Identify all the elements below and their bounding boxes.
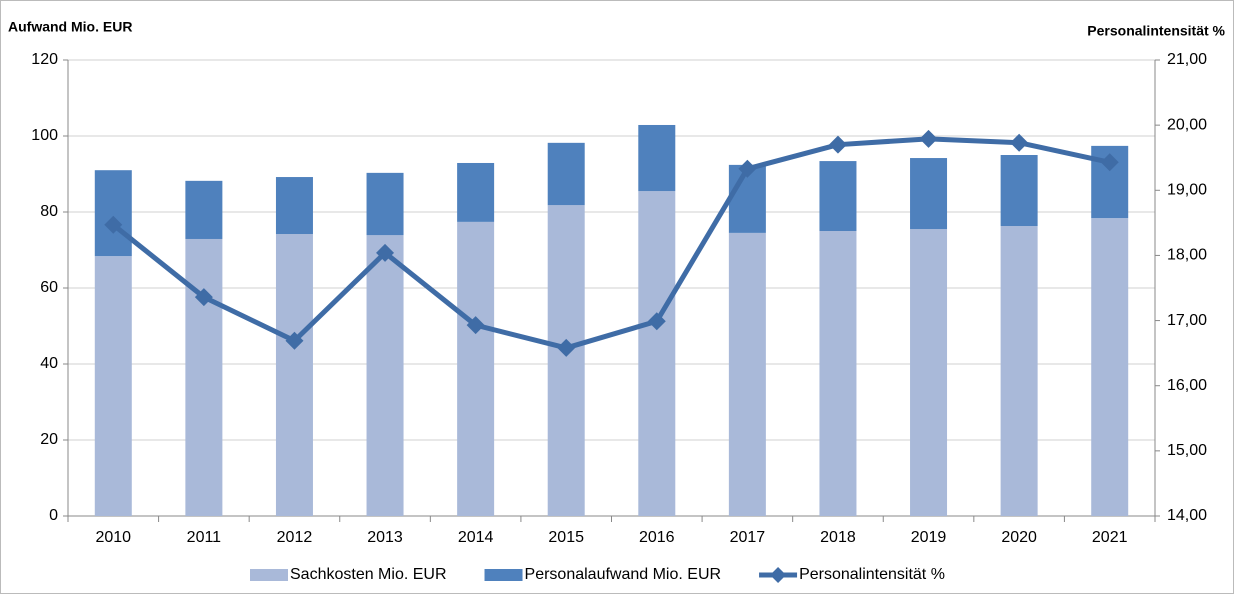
line-marker — [194, 288, 213, 307]
x-tick-label: 2017 — [730, 529, 766, 546]
legend-label: Personalintensität % — [799, 566, 945, 583]
bar — [275, 234, 313, 517]
x-tick-label: 2011 — [187, 529, 222, 546]
x-tick-label: 2012 — [277, 529, 313, 546]
y2-tick-label: 21,00 — [1167, 51, 1207, 68]
y2-tick-label: 14,00 — [1167, 507, 1207, 524]
line-marker — [647, 312, 666, 331]
y2-tick-label: 17,00 — [1167, 312, 1207, 329]
line-marker — [738, 159, 757, 178]
legend-marker — [770, 567, 787, 583]
bar — [366, 172, 404, 236]
y-tick-label: 100 — [31, 127, 58, 144]
bar — [728, 232, 766, 516]
bar — [547, 205, 585, 516]
bar — [1091, 218, 1129, 516]
line-marker — [919, 129, 938, 148]
bar — [910, 229, 948, 516]
line-marker — [557, 338, 576, 357]
y2-axis-title: Personalintensität % — [1087, 23, 1225, 39]
bar — [94, 256, 132, 516]
line-marker — [466, 316, 485, 335]
bar — [547, 142, 585, 206]
bar — [366, 235, 404, 516]
bar — [638, 124, 676, 192]
line-marker — [1100, 153, 1119, 172]
x-tick-label: 2020 — [1001, 529, 1037, 546]
bar — [185, 238, 223, 517]
bar — [819, 161, 857, 231]
y-tick-label: 40 — [40, 355, 58, 372]
bar — [185, 180, 223, 239]
bar — [94, 170, 132, 257]
x-tick-label: 2016 — [639, 529, 675, 546]
legend-swatch — [250, 569, 288, 581]
y-axis-title: Aufwand Mio. EUR — [8, 19, 132, 35]
bar — [910, 158, 948, 230]
x-tick-label: 2015 — [548, 529, 584, 546]
x-tick-label: 2019 — [911, 529, 947, 546]
bar — [457, 221, 495, 516]
legend-label: Personalaufwand Mio. EUR — [525, 566, 722, 583]
line-marker — [1010, 133, 1029, 152]
y2-tick-label: 18,00 — [1167, 247, 1207, 264]
line — [111, 136, 1111, 351]
y-tick-label: 20 — [40, 431, 58, 448]
x-tick-label: 2021 — [1092, 529, 1128, 546]
x-tick-label: 2010 — [95, 529, 131, 546]
y2-tick-label: 19,00 — [1167, 182, 1207, 199]
x-tick-label: 2014 — [458, 529, 494, 546]
x-tick-label: 2013 — [367, 529, 403, 546]
y2-tick-label: 15,00 — [1167, 442, 1207, 459]
line-marker — [285, 331, 304, 350]
bar — [638, 191, 676, 516]
line-marker — [828, 135, 847, 154]
y-tick-label: 120 — [31, 51, 58, 68]
legend-label: Sachkosten Mio. EUR — [290, 566, 447, 583]
bar — [1000, 226, 1038, 516]
y-tick-label: 60 — [40, 279, 58, 296]
x-tick-label: 2018 — [820, 529, 856, 546]
y2-tick-label: 20,00 — [1167, 116, 1207, 133]
line-marker — [104, 215, 123, 234]
y-tick-label: 80 — [40, 203, 58, 220]
y-tick-label: 0 — [49, 507, 58, 524]
y2-tick-label: 16,00 — [1167, 377, 1207, 394]
line-marker — [376, 243, 395, 262]
bar — [1000, 155, 1038, 227]
bar — [275, 177, 313, 235]
bar — [819, 231, 857, 516]
legend-swatch — [484, 569, 523, 581]
bar — [457, 162, 495, 222]
